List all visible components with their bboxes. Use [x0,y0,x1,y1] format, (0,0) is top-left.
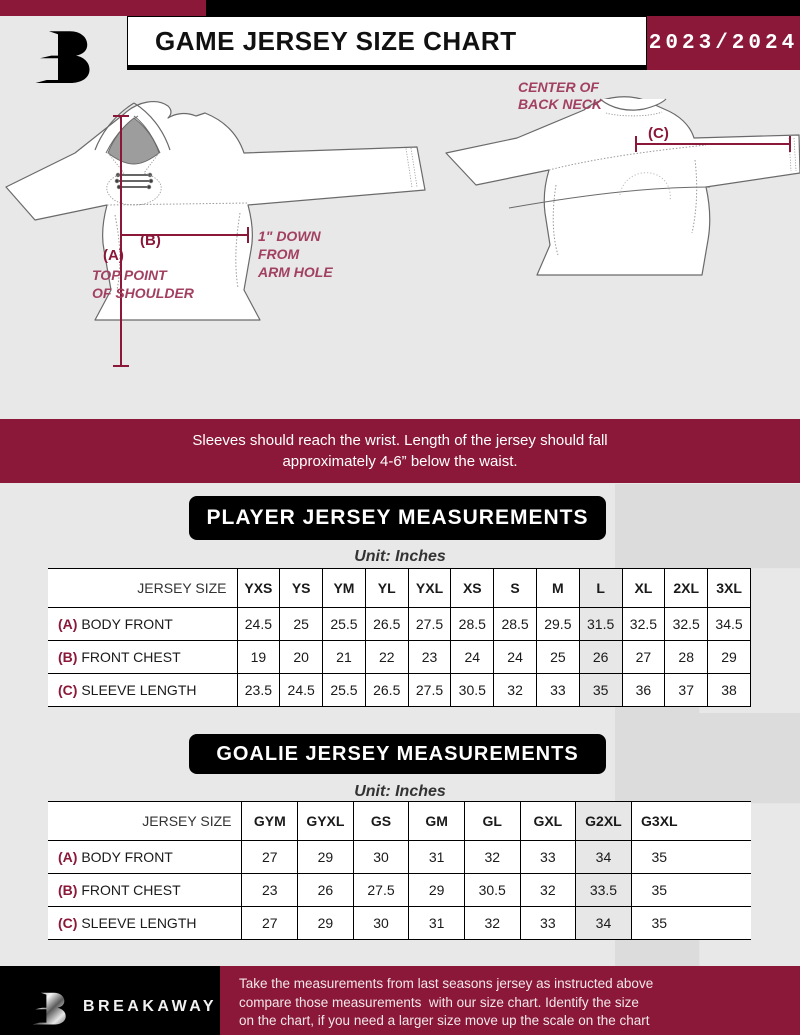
svg-text:(C): (C) [648,125,669,142]
svg-text:(B): (B) [140,232,161,249]
svg-text:(A): (A) [103,247,124,264]
svg-text:TOP POINT: TOP POINT [92,267,168,283]
svg-text:ARM HOLE: ARM HOLE [257,264,333,280]
svg-text:OF SHOULDER: OF SHOULDER [92,285,195,301]
svg-text:FROM: FROM [258,246,300,262]
svg-text:1" DOWN: 1" DOWN [258,228,322,244]
